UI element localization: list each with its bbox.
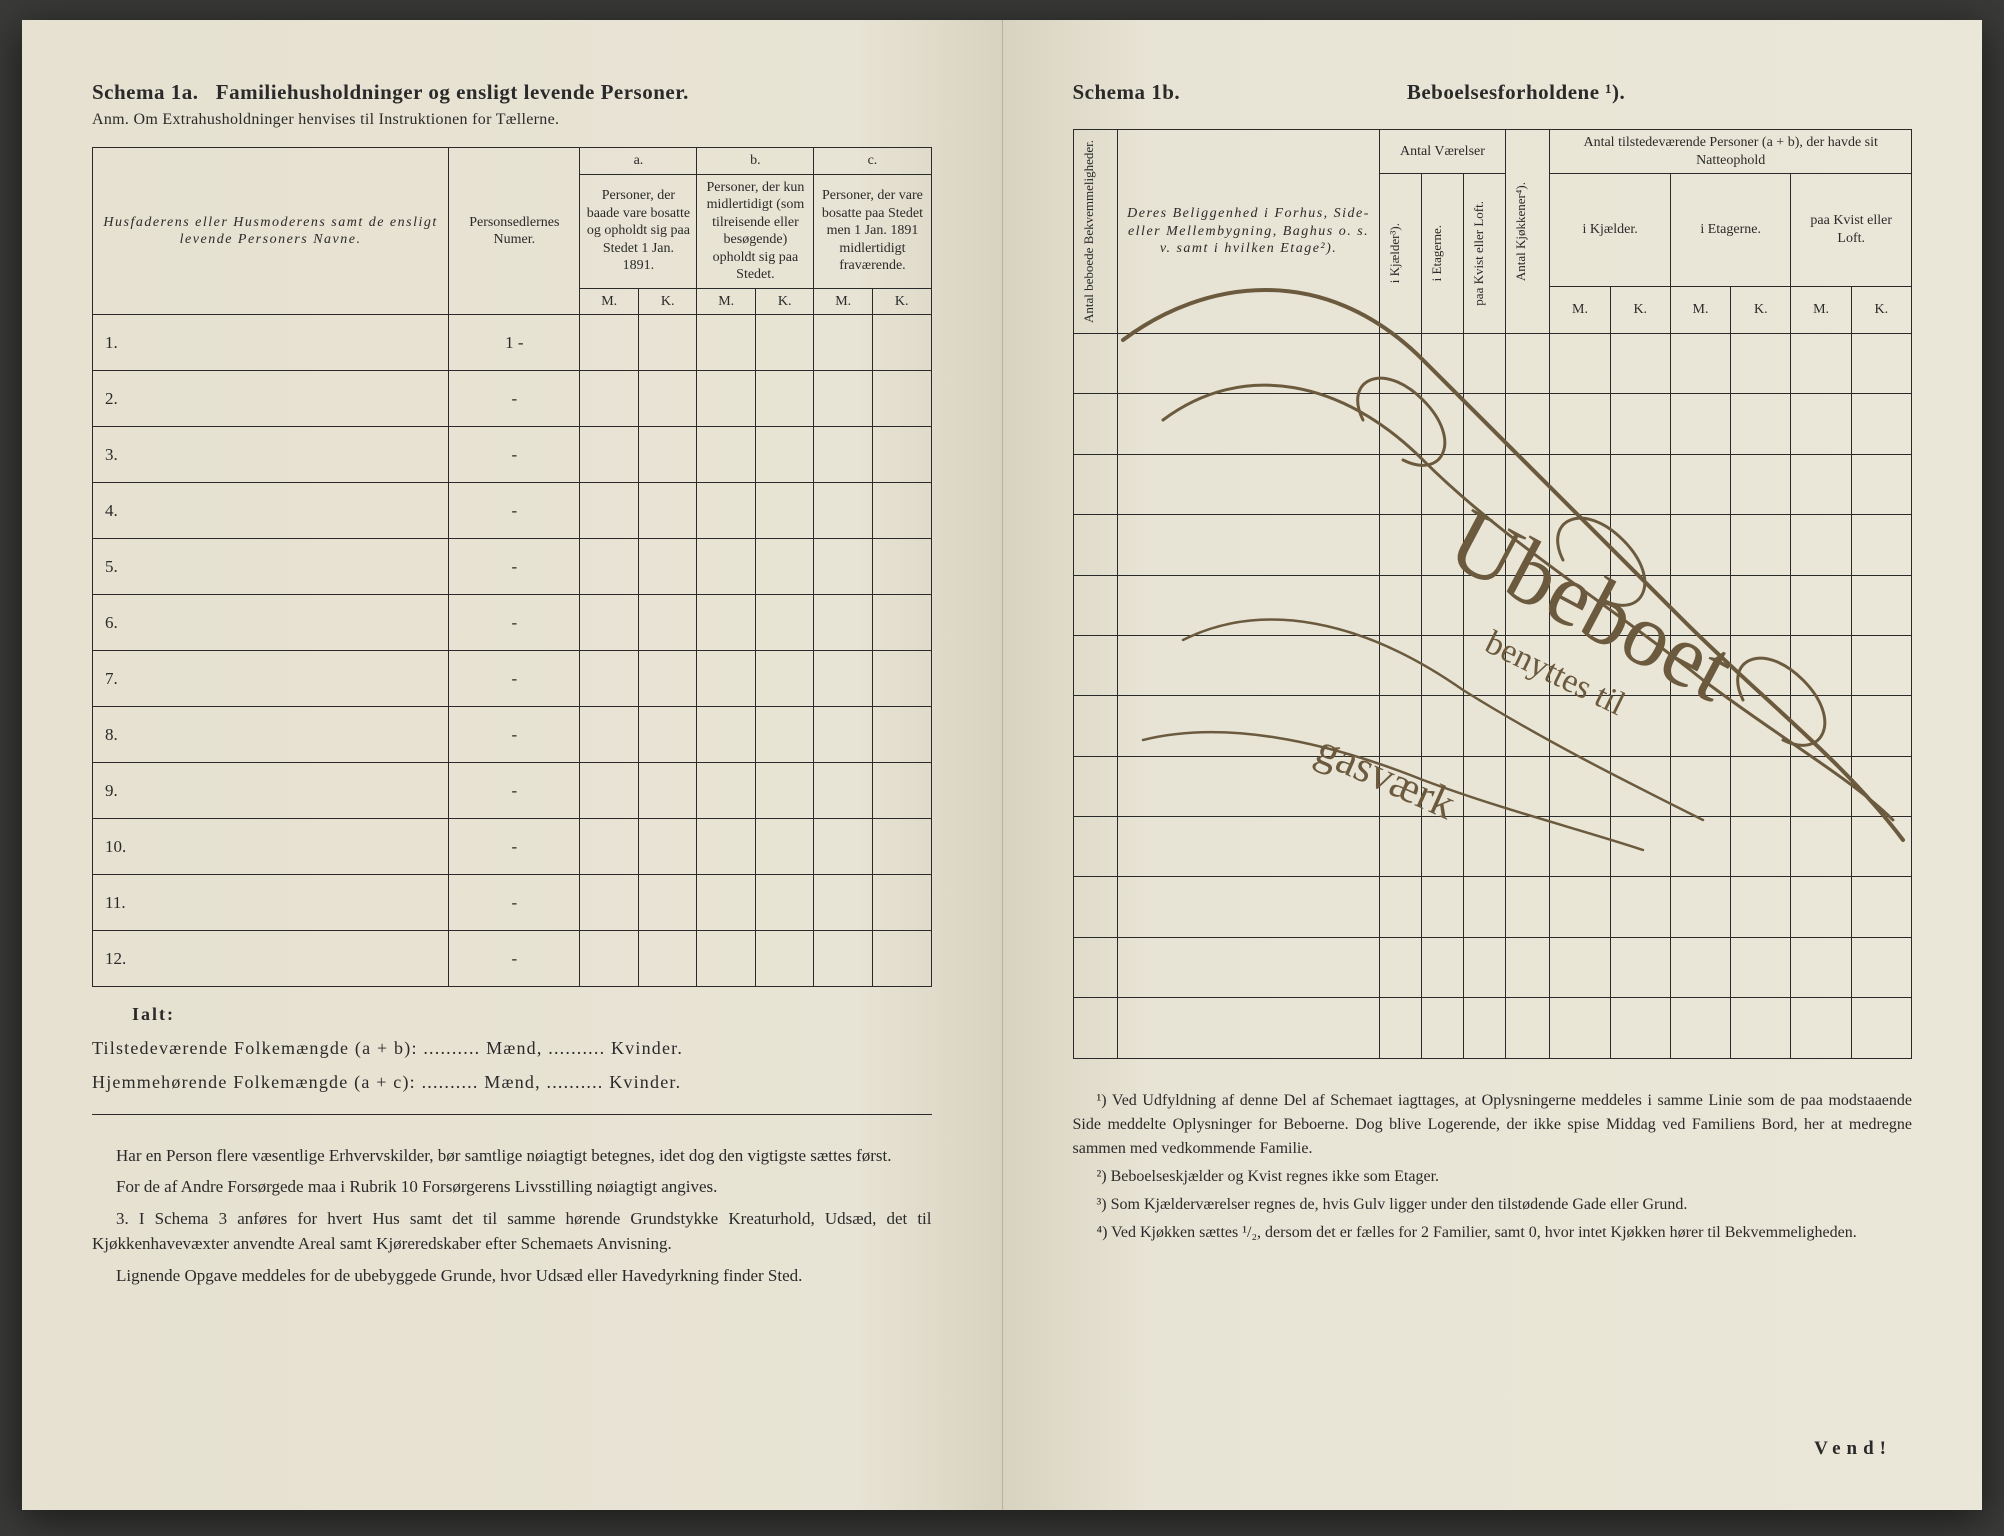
- table-row: [1073, 515, 1912, 575]
- footnote-2: ²) Beboelseskjælder og Kvist regnes ikke…: [1073, 1165, 1913, 1189]
- table-row: [1073, 998, 1912, 1058]
- col-numer: Personsedlernes Numer.: [449, 148, 580, 315]
- left-body-text: Har en Person flere væsentlige Erhvervsk…: [92, 1143, 932, 1289]
- col-c-m: M.: [814, 288, 873, 315]
- schema-1a-title: Familiehusholdninger og ensligt levende …: [216, 80, 689, 104]
- col-t-etag: i Etagerne.: [1670, 174, 1791, 287]
- schema-1b-heading: Schema 1b. Beboelsesforholdene ¹).: [1073, 80, 1913, 111]
- col-v-kvist: paa Kvist eller Loft.: [1470, 195, 1488, 312]
- table-row: 3.-: [93, 427, 932, 483]
- vend-label: Vend!: [1814, 1438, 1892, 1460]
- table-row: [1073, 394, 1912, 454]
- para-1: Har en Person flere væsentlige Erhvervsk…: [92, 1143, 932, 1169]
- schema-1a-label: Schema 1a.: [92, 80, 199, 104]
- col-b-m: M.: [697, 288, 756, 315]
- schema-1a-note: Anm. Om Extrahusholdninger henvises til …: [92, 111, 932, 129]
- col-tilstede: Antal tilstedeværende Personer (a + b), …: [1550, 130, 1912, 174]
- table-row: 8.-: [93, 707, 932, 763]
- schema-1a-heading: Schema 1a. Familiehusholdninger og ensli…: [92, 80, 932, 105]
- para-2: For de af Andre Forsørgede maa i Rubrik …: [92, 1174, 932, 1200]
- table-row: 2.-: [93, 371, 932, 427]
- col-a-label: a.: [580, 148, 697, 175]
- left-page: Schema 1a. Familiehusholdninger og ensli…: [22, 20, 1003, 1510]
- col-a-text: Personer, der baade vare bosatte og opho…: [580, 174, 697, 288]
- table-row: 6.-: [93, 595, 932, 651]
- schema-1b-body: [1073, 334, 1912, 1059]
- footnote-1: ¹) Ved Udfyldning af denne Del af Schema…: [1073, 1089, 1913, 1161]
- col-v-kjelder: i Kjælder³).: [1386, 217, 1404, 289]
- para-4: Lignende Opgave meddeles for de ubebygge…: [92, 1263, 932, 1289]
- table-row: [1073, 575, 1912, 635]
- col-a-k: K.: [638, 288, 697, 315]
- col-te-m: M.: [1670, 286, 1730, 333]
- col-c-k: K.: [872, 288, 931, 315]
- table-row: [1073, 454, 1912, 514]
- document-spread: Schema 1a. Familiehusholdninger og ensli…: [22, 20, 1982, 1510]
- right-page: Schema 1b. Beboelsesforholdene ¹). Antal…: [1003, 20, 1983, 1510]
- footnote-3: ³) Som Kjælderværelser regnes de, hvis G…: [1073, 1193, 1913, 1217]
- col-t-kvist: paa Kvist eller Loft.: [1791, 174, 1912, 287]
- schema-1b-label: Schema 1b.: [1073, 80, 1181, 105]
- table-row: [1073, 937, 1912, 997]
- totals-line-1: Tilstedeværende Folkemængde (a + b): ...…: [92, 1031, 932, 1065]
- table-row: [1073, 635, 1912, 695]
- col-names: Husfaderens eller Husmoderens samt de en…: [93, 148, 449, 315]
- table-row: 7.-: [93, 651, 932, 707]
- schema-1a-body: 1.1 - 2.- 3.- 4.- 5.- 6.- 7.- 8.- 9.- 10…: [93, 315, 932, 987]
- totals-line-2: Hjemmehørende Folkemængde (a + c): .....…: [92, 1065, 932, 1099]
- table-row: 12.-: [93, 931, 932, 987]
- col-antal-kjokken: Antal Kjøkkener⁴).: [1512, 176, 1530, 287]
- divider: [92, 1114, 932, 1115]
- table-row: [1073, 877, 1912, 937]
- ialt-label: Ialt:: [132, 1004, 175, 1024]
- schema-1b-table: Antal beboede Bekvemmeligheder. Deres Be…: [1073, 129, 1913, 1059]
- footnotes: ¹) Ved Udfyldning af denne Del af Schema…: [1073, 1089, 1913, 1245]
- table-row: [1073, 817, 1912, 877]
- table-row: 10.-: [93, 819, 932, 875]
- table-row: [1073, 334, 1912, 394]
- col-a-m: M.: [580, 288, 639, 315]
- col-b-text: Personer, der kun midlertidigt (som tilr…: [697, 174, 814, 288]
- col-tk-k: K.: [1610, 286, 1670, 333]
- table-row: 1.1 -: [93, 315, 932, 371]
- col-tv-k: K.: [1851, 286, 1911, 333]
- para-3: 3. I Schema 3 anføres for hvert Hus samt…: [92, 1206, 932, 1257]
- col-b-k: K.: [755, 288, 814, 315]
- col-v-etagerne: i Etagerne.: [1428, 219, 1446, 287]
- col-antal-bek: Antal beboede Bekvemmeligheder.: [1080, 134, 1098, 329]
- totals-block: Ialt: Tilstedeværende Folkemængde (a + b…: [92, 997, 932, 1100]
- table-row: [1073, 756, 1912, 816]
- table-row: 4.-: [93, 483, 932, 539]
- col-c-label: c.: [814, 148, 931, 175]
- schema-1a-table: Husfaderens eller Husmoderens samt de en…: [92, 147, 932, 987]
- footnote-4: ⁴) Ved Kjøkken sættes ¹/₂, dersom det er…: [1073, 1221, 1913, 1245]
- col-tv-m: M.: [1791, 286, 1851, 333]
- col-beliggenhed: Deres Beliggenhed i Forhus, Side- eller …: [1118, 130, 1380, 334]
- table-row: 5.-: [93, 539, 932, 595]
- table-row: 11.-: [93, 875, 932, 931]
- col-b-label: b.: [697, 148, 814, 175]
- col-tk-m: M.: [1550, 286, 1610, 333]
- col-antal-vaerelser: Antal Værelser: [1380, 130, 1506, 174]
- table-row: [1073, 696, 1912, 756]
- table-row: 9.-: [93, 763, 932, 819]
- schema-1b-title: Beboelsesforholdene ¹).: [1407, 80, 1625, 105]
- col-t-kjael: i Kjælder.: [1550, 174, 1671, 287]
- col-c-text: Personer, der vare bosatte paa Stedet me…: [814, 174, 931, 288]
- col-te-k: K.: [1731, 286, 1791, 333]
